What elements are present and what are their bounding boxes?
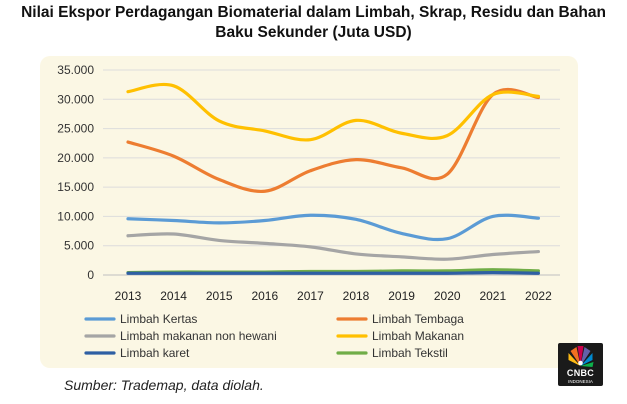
y-tick-label: 20.000 — [57, 151, 94, 165]
y-tick-label: 10.000 — [57, 209, 94, 223]
legend-label: Limbah Makanan — [372, 329, 464, 343]
x-tick-label: 2022 — [525, 289, 552, 303]
y-tick-label: 30.000 — [57, 92, 94, 106]
x-tick-label: 2014 — [160, 289, 187, 303]
legend-label: Limbah Tekstil — [372, 346, 448, 360]
logo-sub-text: INDONESIA — [568, 379, 593, 384]
series-line-limbah-karet — [126, 271, 540, 275]
x-tick-label: 2021 — [479, 289, 506, 303]
logo-brand-text: CNBC — [566, 368, 595, 378]
y-tick-label: 15.000 — [57, 180, 94, 194]
series-line-limbah-kertas — [126, 213, 540, 242]
series-line-limbah-makanan-non-hewani — [126, 232, 540, 261]
x-tick-label: 2017 — [297, 289, 324, 303]
chart-title: Nilai Ekspor Perdagangan Biomaterial dal… — [0, 3, 627, 43]
peacock-icon — [568, 346, 594, 367]
y-tick-label: 25.000 — [57, 122, 94, 136]
x-tick-label: 2016 — [251, 289, 278, 303]
source-caption: Sumber: Trademap, data diolah. — [64, 377, 264, 393]
x-tick-label: 2020 — [434, 289, 461, 303]
chart-title-line-1: Nilai Ekspor Perdagangan Biomaterial dal… — [21, 4, 606, 21]
y-tick-label: 35.000 — [57, 63, 94, 77]
x-tick-label: 2019 — [388, 289, 415, 303]
legend-label: Limbah karet — [120, 346, 190, 360]
y-tick-label: 0 — [87, 268, 94, 282]
x-tick-label: 2018 — [343, 289, 370, 303]
plot-background — [40, 56, 578, 368]
legend-label: Limbah Kertas — [120, 312, 197, 326]
y-tick-label: 5.000 — [64, 239, 94, 253]
x-tick-label: 2013 — [115, 289, 142, 303]
legend-label: Limbah makanan non hewani — [120, 329, 277, 343]
series-line-limbah-makanan — [126, 82, 540, 142]
cnbc-logo: CNBC INDONESIA — [558, 343, 603, 386]
legend-label: Limbah Tembaga — [372, 312, 464, 326]
series-line-limbah-tembaga — [126, 87, 540, 193]
x-tick-label: 2015 — [206, 289, 233, 303]
chart-title-line-2: Baku Sekunder (Juta USD) — [215, 24, 412, 41]
